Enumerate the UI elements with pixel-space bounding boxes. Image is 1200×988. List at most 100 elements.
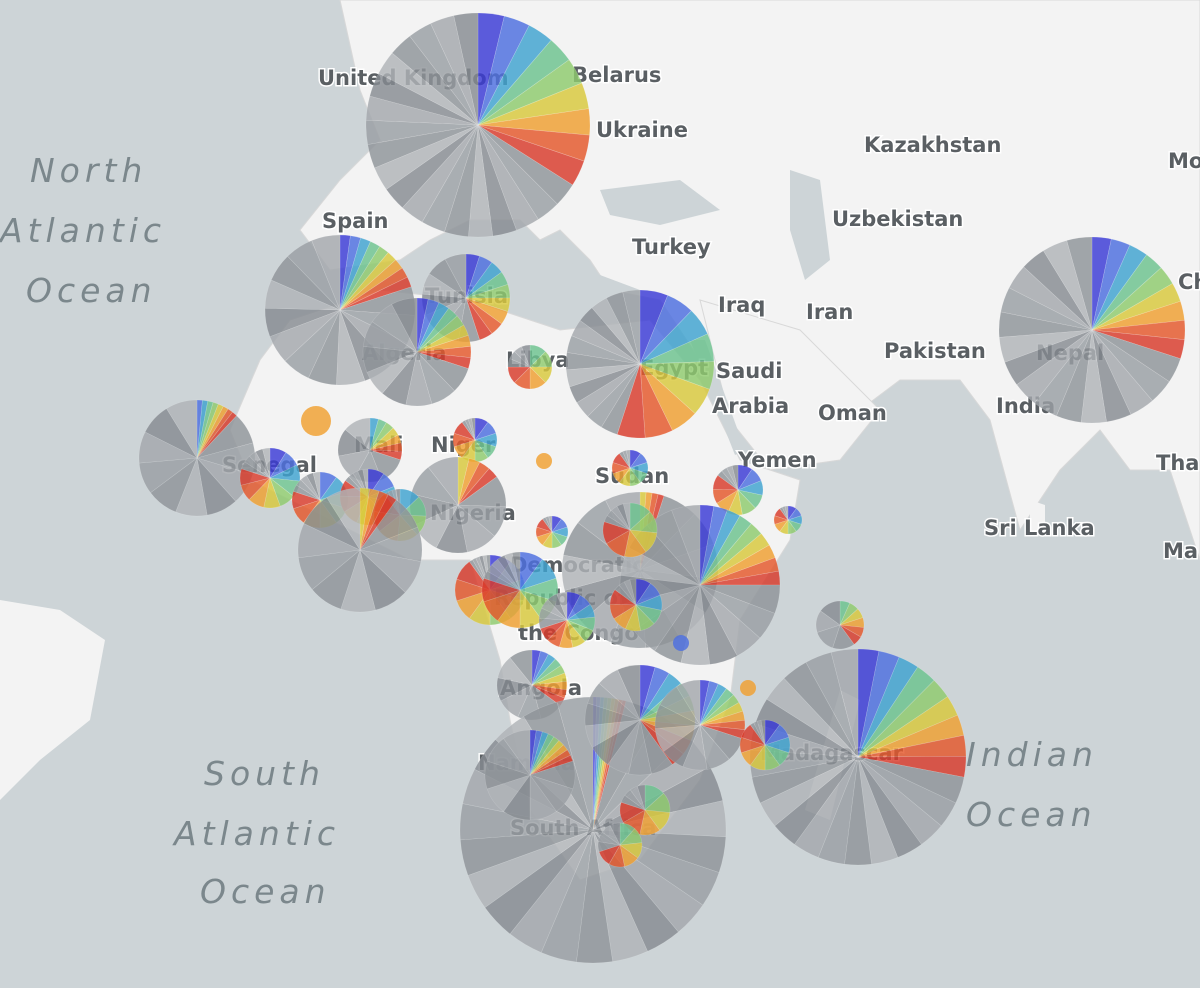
pie-slice-grey bbox=[606, 509, 631, 531]
pie-slice-grey bbox=[774, 756, 859, 845]
pie-chart[interactable] bbox=[365, 12, 591, 238]
land-sri-lanka bbox=[1030, 500, 1045, 535]
pie-chart[interactable] bbox=[609, 578, 663, 632]
pie-slice-grey bbox=[784, 505, 789, 521]
pie-chart[interactable] bbox=[673, 635, 689, 651]
pie-chart[interactable] bbox=[297, 487, 423, 613]
pie-chart[interactable] bbox=[138, 399, 256, 517]
pie-slice bbox=[339, 267, 408, 311]
pie-slice bbox=[465, 253, 480, 299]
pie-chart[interactable] bbox=[239, 447, 301, 509]
pie-slice bbox=[639, 363, 673, 439]
pie-chart[interactable] bbox=[773, 505, 803, 535]
pie-slice-grey bbox=[421, 273, 467, 299]
pie-slice-grey bbox=[371, 303, 418, 353]
pie-slice bbox=[531, 650, 549, 686]
pie-slice-grey bbox=[817, 756, 859, 865]
pie-slice bbox=[474, 421, 497, 441]
pie-slice bbox=[737, 464, 753, 491]
pie-slice bbox=[773, 515, 789, 525]
pie-slice bbox=[1091, 236, 1112, 331]
pie-slice-grey bbox=[477, 124, 573, 205]
pie-slice bbox=[606, 529, 631, 557]
pie-slice-grey bbox=[1080, 329, 1107, 424]
pie-slice-grey bbox=[538, 607, 568, 621]
pie-slice-grey bbox=[569, 363, 641, 404]
pie-slice bbox=[369, 417, 379, 451]
pie-slice-grey bbox=[196, 415, 254, 459]
pie-chart[interactable] bbox=[619, 784, 671, 836]
pie-slice-grey bbox=[607, 719, 641, 775]
pie-chart[interactable] bbox=[301, 406, 331, 436]
pie-slice-grey bbox=[699, 584, 776, 639]
pie-slice-grey bbox=[783, 661, 859, 758]
pie-slice-grey bbox=[699, 584, 761, 657]
pie-slice-grey bbox=[391, 35, 479, 126]
pie-slice-grey bbox=[717, 470, 739, 491]
pie-slice-grey bbox=[471, 417, 476, 441]
ocean-label: Ocean bbox=[966, 795, 1097, 834]
pie-slice bbox=[457, 461, 490, 506]
pie-slice bbox=[339, 241, 381, 311]
pie-slice-grey bbox=[857, 756, 957, 827]
pie-slice bbox=[787, 515, 803, 525]
pie-chart[interactable] bbox=[597, 822, 643, 868]
pie-chart[interactable] bbox=[739, 719, 791, 771]
pie-slice-grey bbox=[457, 476, 507, 508]
pie-slice bbox=[196, 405, 229, 459]
pie-chart[interactable] bbox=[749, 648, 967, 866]
pie-slice-grey bbox=[699, 584, 738, 665]
pie-slice bbox=[551, 526, 569, 538]
pie-chart[interactable] bbox=[481, 551, 559, 629]
country-label: Sri Lanka bbox=[984, 516, 1095, 540]
country-label: Spain bbox=[322, 209, 388, 233]
pie-slice bbox=[531, 681, 568, 691]
pie-slice bbox=[619, 842, 643, 859]
pie-chart[interactable] bbox=[484, 729, 576, 821]
pie-slice-grey bbox=[676, 679, 701, 727]
pie-chart[interactable] bbox=[536, 453, 552, 469]
pie-slice bbox=[619, 828, 643, 846]
pie-slice-grey bbox=[312, 471, 321, 501]
pie-slice bbox=[457, 457, 481, 506]
pie-slice bbox=[196, 399, 209, 459]
pie-chart[interactable] bbox=[654, 679, 746, 771]
pie-slice-grey bbox=[483, 570, 521, 591]
country-label: Ma bbox=[1163, 539, 1198, 563]
pie-chart[interactable] bbox=[507, 344, 553, 390]
pie-slice bbox=[477, 15, 530, 126]
country-label: Kazakhstan bbox=[864, 133, 1001, 157]
pie-slice-grey bbox=[766, 677, 859, 758]
pie-slice-grey bbox=[1091, 329, 1170, 402]
pie-chart[interactable] bbox=[538, 591, 596, 649]
pie-slice-grey bbox=[538, 617, 568, 630]
pie-slice bbox=[736, 480, 764, 496]
pie-slice-grey bbox=[300, 475, 321, 501]
pie-chart[interactable] bbox=[362, 297, 472, 407]
pie-slice bbox=[629, 462, 649, 474]
pie-slice bbox=[699, 710, 746, 726]
pie-slice-grey bbox=[832, 624, 855, 650]
pie-chart[interactable] bbox=[602, 502, 658, 558]
pie-slice bbox=[740, 680, 756, 696]
pie-chart[interactable] bbox=[452, 417, 498, 463]
pie-slice-grey bbox=[461, 419, 476, 441]
pie-chart[interactable] bbox=[998, 236, 1186, 424]
pie-slice bbox=[699, 504, 715, 586]
pie-chart[interactable] bbox=[535, 515, 569, 549]
pie-chart[interactable] bbox=[611, 449, 649, 487]
pie-chart[interactable] bbox=[565, 289, 715, 439]
pie-chart[interactable] bbox=[712, 464, 764, 516]
country-label: Turkey bbox=[632, 235, 711, 259]
pie-slice bbox=[531, 658, 562, 686]
pie-slice bbox=[629, 453, 648, 469]
pie-chart[interactable] bbox=[815, 600, 865, 650]
pie-slice-grey bbox=[359, 549, 422, 593]
pie-slice bbox=[839, 617, 865, 628]
pie-slice-grey bbox=[671, 504, 701, 586]
pie-chart[interactable] bbox=[409, 456, 507, 554]
pie-slice bbox=[529, 744, 568, 776]
pie-slice-grey bbox=[497, 554, 521, 591]
pie-chart[interactable] bbox=[740, 680, 756, 696]
